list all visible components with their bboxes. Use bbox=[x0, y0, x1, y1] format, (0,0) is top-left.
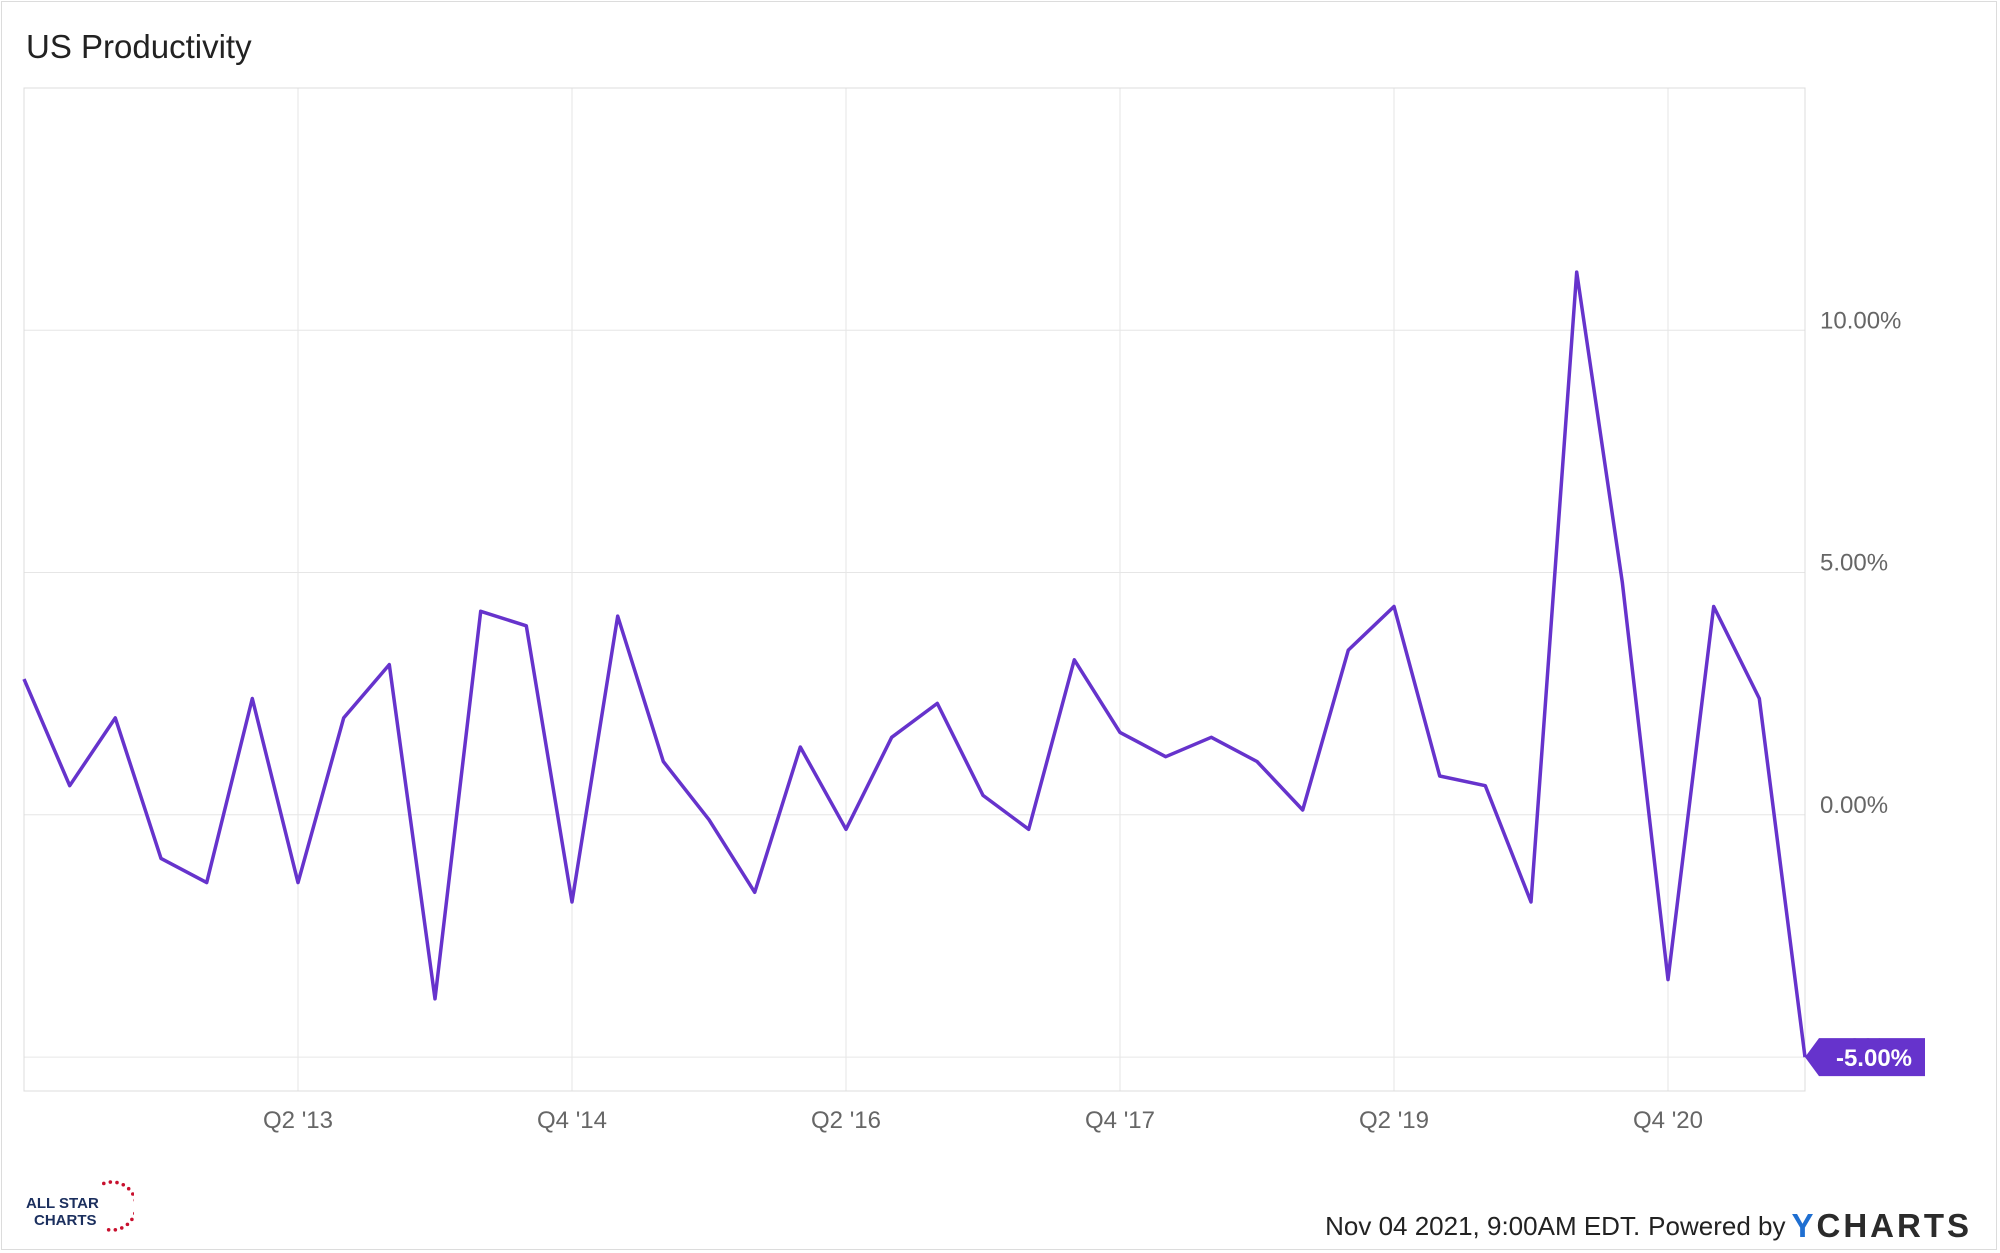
logo-star bbox=[115, 1180, 119, 1185]
plot-area-border bbox=[23, 87, 1806, 1092]
ycharts-logo-text: CHARTS bbox=[1816, 1207, 1972, 1244]
logo-star bbox=[119, 1226, 124, 1230]
all-star-charts-logo: ALL STAR CHARTS bbox=[26, 1180, 134, 1232]
y-tick-label: 10.00% bbox=[1820, 307, 1901, 334]
grid-lines bbox=[24, 88, 1805, 1091]
last-value-label-text: -5.00% bbox=[1836, 1045, 1912, 1072]
last-value-label-background bbox=[1805, 1038, 1925, 1077]
chart-title: US Productivity bbox=[26, 28, 252, 65]
logo-star bbox=[108, 1180, 113, 1184]
series-line bbox=[22, 270, 1807, 1058]
x-axis-ticks: Q2 '13 Q4 '14 Q2 '16 Q4 '17 Q2 '19 Q4 '20 bbox=[263, 1107, 1703, 1134]
logo-line2: CHARTS bbox=[34, 1212, 97, 1229]
y-axis-ticks: 10.00%5.00%0.00%-5.00% bbox=[1820, 307, 1901, 1061]
logo-line1: ALL STAR bbox=[26, 1195, 99, 1212]
footer-powered-by: Powered by bbox=[1648, 1210, 1786, 1241]
y-tick-label: 0.00% bbox=[1820, 792, 1888, 819]
x-tick-label: Q4 '17 bbox=[1085, 1107, 1155, 1134]
logo-star bbox=[113, 1227, 118, 1232]
ycharts-logo-y: Y bbox=[1791, 1207, 1817, 1244]
ycharts-logo[interactable]: YCHARTS bbox=[1791, 1207, 1972, 1245]
x-tick-label: Q4 '20 bbox=[1633, 1107, 1703, 1134]
logo-star bbox=[133, 1211, 134, 1216]
data-points bbox=[23, 272, 1806, 1058]
logo-star bbox=[130, 1192, 134, 1196]
x-tick-label: Q4 '14 bbox=[537, 1107, 607, 1134]
logo-star bbox=[130, 1217, 134, 1222]
x-tick-label: Q2 '13 bbox=[263, 1107, 333, 1134]
star-arc-icon bbox=[101, 1180, 134, 1232]
logo-star bbox=[101, 1181, 106, 1186]
last-value-label: -5.00% bbox=[1805, 1038, 1925, 1077]
logo-star bbox=[125, 1222, 130, 1227]
x-tick-label: Q2 '19 bbox=[1359, 1107, 1429, 1134]
logo-star bbox=[106, 1227, 111, 1232]
logo-star bbox=[133, 1198, 134, 1202]
x-tick-label: Q2 '16 bbox=[811, 1107, 881, 1134]
footer-timestamp: Nov 04 2021, 9:00AM EDT. bbox=[1325, 1210, 1641, 1241]
logo-star bbox=[126, 1186, 131, 1191]
y-tick-label: 5.00% bbox=[1820, 550, 1888, 577]
footer: Nov 04 2021, 9:00AM EDT. Powered by YCHA… bbox=[1325, 1207, 1972, 1245]
logo-star bbox=[121, 1183, 126, 1187]
